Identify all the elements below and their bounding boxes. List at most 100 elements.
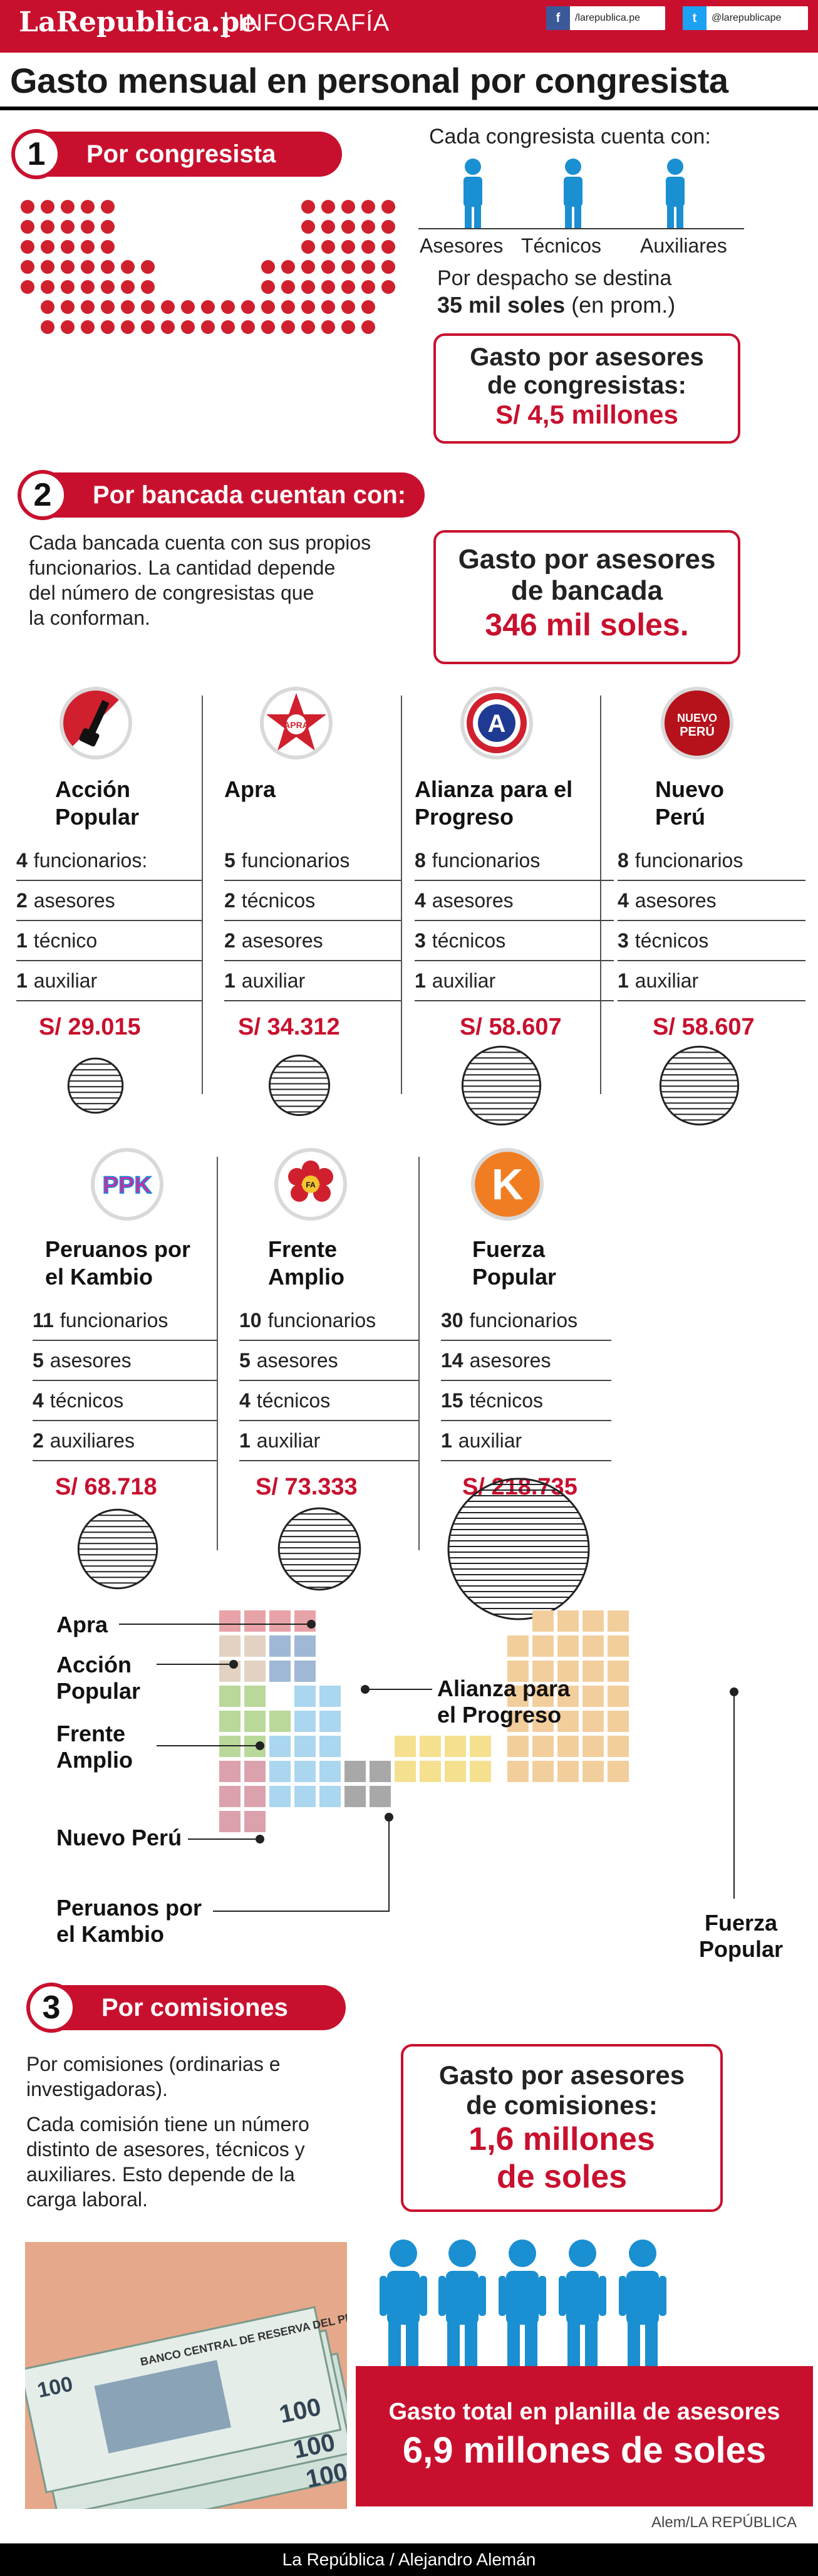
seat-dot xyxy=(141,320,155,334)
staff-role: auxiliares xyxy=(49,1429,135,1452)
desc-line: funcionarios. La cantidad depende xyxy=(29,556,336,579)
seat-nuevo-peru xyxy=(244,1761,266,1782)
seat-dot xyxy=(121,320,135,334)
staff-role: funcionarios xyxy=(60,1308,168,1332)
seat-dot xyxy=(321,320,335,334)
staff-count: 2 xyxy=(33,1429,44,1452)
party-cost: S/ 68.718 xyxy=(55,1474,157,1500)
seat-dot xyxy=(61,280,75,294)
party-name-line: Alianza para el xyxy=(415,776,573,802)
staff-count: 4 xyxy=(415,889,426,912)
staff-row: 1 auxiliar xyxy=(441,1421,611,1461)
seat-fuerza-popular xyxy=(608,1661,629,1682)
staff-row: 2 asesores xyxy=(224,921,401,961)
seat-dot xyxy=(321,300,335,314)
seat-dot xyxy=(121,300,135,314)
seat-dot xyxy=(21,240,34,254)
seat-dot xyxy=(81,200,95,214)
staff-row: 1 auxiliar xyxy=(618,961,805,1001)
party-name-line: Peruanos por xyxy=(45,1236,191,1262)
staff-role: asesores xyxy=(469,1348,551,1372)
seat-dot xyxy=(321,200,335,214)
staff-role: asesores xyxy=(256,1348,338,1372)
seat-fuerza-popular xyxy=(507,1635,529,1657)
staff-count: 5 xyxy=(224,848,236,872)
seat-nuevo-peru xyxy=(219,1786,241,1807)
seat-fuerza-popular xyxy=(608,1761,629,1782)
seat-fuerza-popular xyxy=(557,1686,579,1707)
box2-line1: Gasto por asesores xyxy=(458,544,716,575)
seat-accion-popular xyxy=(244,1635,266,1657)
seat-independiente xyxy=(344,1761,366,1782)
text-line: distinto de asesores, técnicos y xyxy=(26,2138,305,2161)
seat-dot xyxy=(301,280,315,294)
seat-dot xyxy=(41,280,54,294)
box3-amount2: de soles xyxy=(496,2159,628,2195)
seat-peruanos-kambio xyxy=(319,1761,341,1782)
seat-dot xyxy=(321,220,335,234)
seat-dot xyxy=(41,260,54,274)
party-cost: S/ 29.015 xyxy=(39,1014,141,1040)
staff-count: 4 xyxy=(618,889,629,912)
seat-dot xyxy=(361,220,375,234)
staff-role: funcionarios xyxy=(634,848,743,872)
seat-dot xyxy=(101,300,115,314)
seat-dot xyxy=(101,280,115,294)
staff-role: técnicos xyxy=(256,1389,331,1412)
seat-apra xyxy=(269,1610,291,1632)
seat-peruanos-kambio xyxy=(294,1686,316,1707)
seat-dot xyxy=(101,200,115,214)
seat-alianza-progreso xyxy=(294,1635,316,1657)
congresistas-cost-box: Gasto por asesores de congresistas: S/ 4… xyxy=(433,333,740,444)
seat-dot xyxy=(261,260,275,274)
seat-dot xyxy=(361,280,375,294)
seat-alianza-progreso xyxy=(269,1661,291,1682)
staff-role: funcionarios xyxy=(241,848,350,872)
staff-role: funcionarios xyxy=(267,1308,376,1332)
tecnico-person-icon xyxy=(564,159,582,228)
cost-circle xyxy=(659,1045,739,1125)
seat-dot xyxy=(21,280,34,294)
staff-count: 3 xyxy=(415,929,426,952)
seat-dot xyxy=(381,220,395,234)
party-name: Nuevo Perú xyxy=(655,776,724,831)
header-bar xyxy=(0,0,818,53)
fa-logo-text: FA xyxy=(306,1181,316,1189)
seat-dot xyxy=(361,320,375,334)
label-line: Frente xyxy=(56,1721,126,1746)
seat-dot xyxy=(141,300,155,314)
seat-peruanos-kambio xyxy=(319,1786,341,1807)
person-icons xyxy=(463,159,685,228)
seat-fuerza-popular-a xyxy=(445,1736,466,1757)
twitter-link[interactable]: t @larepublicape xyxy=(683,6,808,30)
seat-nuevo-peru xyxy=(244,1811,266,1832)
party-cost: S/ 58.607 xyxy=(653,1014,755,1040)
seat-dot xyxy=(61,300,75,314)
section-1-number: 1 xyxy=(11,129,61,179)
section-3-number: 3 xyxy=(26,1983,76,2033)
seat-fuerza-popular xyxy=(582,1635,604,1657)
site-logo[interactable]: LaRepublica.pe xyxy=(19,6,257,38)
desc-line: Cada bancada cuenta con sus propios xyxy=(29,531,371,554)
box3-line2: de comisiones: xyxy=(466,2090,658,2120)
facebook-link[interactable]: f /larepublica.pe xyxy=(546,6,665,30)
seat-dot xyxy=(121,260,135,274)
party-name-line: Acción xyxy=(55,776,131,802)
seat-dot xyxy=(81,300,95,314)
staff-role: técnicos xyxy=(469,1389,543,1412)
seat-fuerza-popular xyxy=(507,1761,529,1782)
banknotes-illustration: BANCO CENTRAL DE RESERVA DEL PERÚ 100 10… xyxy=(25,2242,347,2509)
total-line1: Gasto total en planilla de asesores xyxy=(388,2399,780,2425)
section1-intro: Cada congresista cuenta con: xyxy=(429,125,711,149)
label-line: Popular xyxy=(699,1936,784,1962)
staff-row: 4 asesores xyxy=(415,881,614,921)
cost-circle xyxy=(77,1508,158,1590)
seat-dot xyxy=(281,320,295,334)
staff-row: 15 técnicos xyxy=(441,1381,611,1421)
accion-popular-logo-icon xyxy=(60,687,132,759)
seat-dot xyxy=(41,320,54,334)
seat-dot xyxy=(341,320,355,334)
app-logo-text: A xyxy=(488,710,506,738)
cost-circle xyxy=(447,1478,590,1620)
seat-dot xyxy=(181,320,195,334)
